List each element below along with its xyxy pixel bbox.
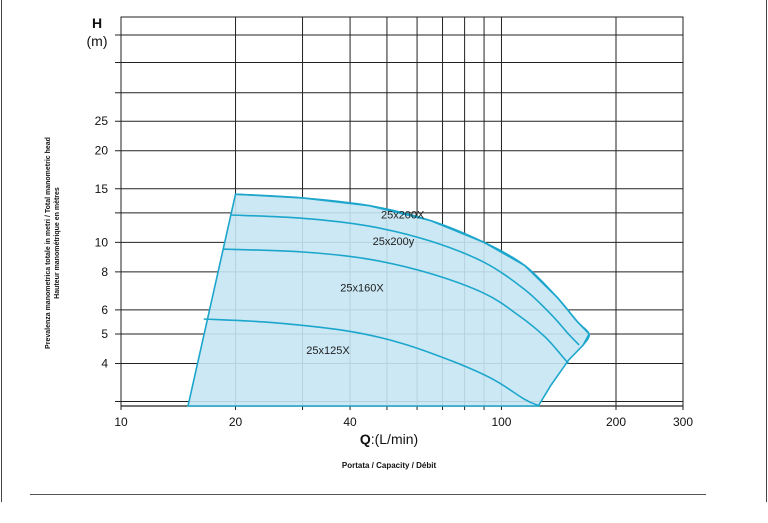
y-tick-label: 15 [95, 182, 109, 196]
y-tick-label: 6 [101, 303, 108, 317]
operating-envelope [187, 193, 591, 407]
envelope-layer [187, 193, 591, 407]
x-tick-label: 300 [673, 415, 693, 429]
x-tick-label: 200 [606, 415, 626, 429]
curve-25x200x [231, 214, 580, 346]
x-axis-title-q: Q [360, 431, 371, 447]
curve-labels: 25x200X 25x200y 25x160X 25x125X [306, 209, 425, 357]
x-tick-labels: 10 20 40 100 200 300 [114, 415, 693, 429]
y-tick-label: 25 [95, 114, 109, 128]
y-tick-label: 20 [95, 144, 109, 158]
x-axis-title: Q:(L/min) [360, 431, 418, 447]
x-axis-subtitle: Portata / Capacity / Débit [342, 461, 437, 470]
y-tick-label: 4 [101, 356, 108, 370]
y-axis-unit: (m) [87, 33, 108, 49]
x-tick-label: 100 [491, 415, 511, 429]
curve-envelope-outer [235, 193, 591, 346]
y-tick-labels: 4 5 6 8 10 15 20 25 [95, 114, 109, 370]
x-axis-title-unit: :(L/min) [371, 431, 418, 447]
x-tick-label: 10 [114, 415, 128, 429]
y-tick-label: 10 [95, 235, 109, 249]
y-axis-title: H [92, 15, 102, 31]
x-tick-label: 40 [343, 415, 357, 429]
curve-label-25x200y: 25x200y [373, 236, 415, 248]
y-tick-label: 5 [101, 327, 108, 341]
curves-layer [203, 193, 591, 407]
y-tick-label: 8 [101, 265, 108, 279]
curve-label-25x125x: 25x125X [306, 345, 350, 357]
y-axis-description-line2: Hauteur manométrique en mètres [54, 187, 61, 299]
curve-label-25x200x: 25x200X [381, 209, 425, 221]
curve-25x125x [203, 318, 541, 407]
y-axis-description-line1: Prevalenza manometrica totale in metri /… [45, 137, 52, 349]
curve-25x200y [222, 248, 570, 365]
curve-label-25x160x: 25x160X [340, 282, 384, 294]
x-tick-label: 20 [229, 415, 243, 429]
